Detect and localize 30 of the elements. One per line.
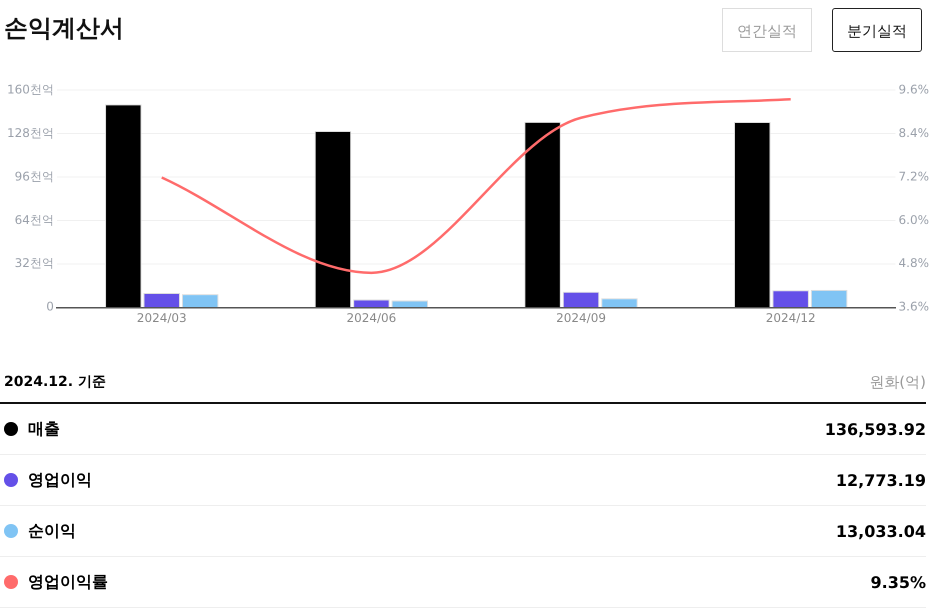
- text: 연간실적: [722, 8, 812, 52]
- legend-label: 매출: [28, 418, 60, 440]
- y2-tick-label: 8.4%: [898, 126, 930, 140]
- x-tick-label: 2024/09: [556, 310, 606, 325]
- chart-title: 손익계산서: [4, 13, 124, 44]
- legend-label: 영업이익률: [28, 572, 108, 592]
- y2-tick-label: 3.6%: [898, 300, 930, 314]
- text: 12,773.19: [836, 470, 926, 490]
- x-tick-label: 2024/12: [766, 310, 816, 325]
- y-tick-label: 160천억: [7, 82, 54, 96]
- text: 분기실적: [832, 8, 922, 52]
- legend-label: 순이익: [28, 520, 76, 542]
- y2-tick-label: 9.6%: [898, 82, 930, 96]
- y-tick-label: 128천억: [7, 126, 54, 140]
- y-tick-label: 96천억: [14, 169, 54, 184]
- text: 원화(억): [869, 372, 926, 392]
- text: 136,593.92: [824, 420, 926, 438]
- text: 9.35%: [870, 572, 926, 592]
- x-tick-label: 2024/03: [136, 310, 187, 325]
- legend-label: 영업이익: [28, 470, 92, 490]
- y2-tick-label: 7.2%: [898, 169, 930, 184]
- y-tick-label: 32천억: [14, 256, 54, 270]
- x-tick-label: 2024/06: [346, 310, 396, 325]
- y2-tick-label: 6.0%: [898, 212, 930, 227]
- text: 2024.12. 기준: [3, 373, 106, 391]
- y-tick-label: 64천억: [14, 212, 54, 227]
- text: 13,033.04: [836, 522, 926, 540]
- line-series: [160, 98, 792, 274]
- y-tick-label: 0: [46, 300, 54, 314]
- y2-tick-label: 4.8%: [898, 256, 930, 270]
